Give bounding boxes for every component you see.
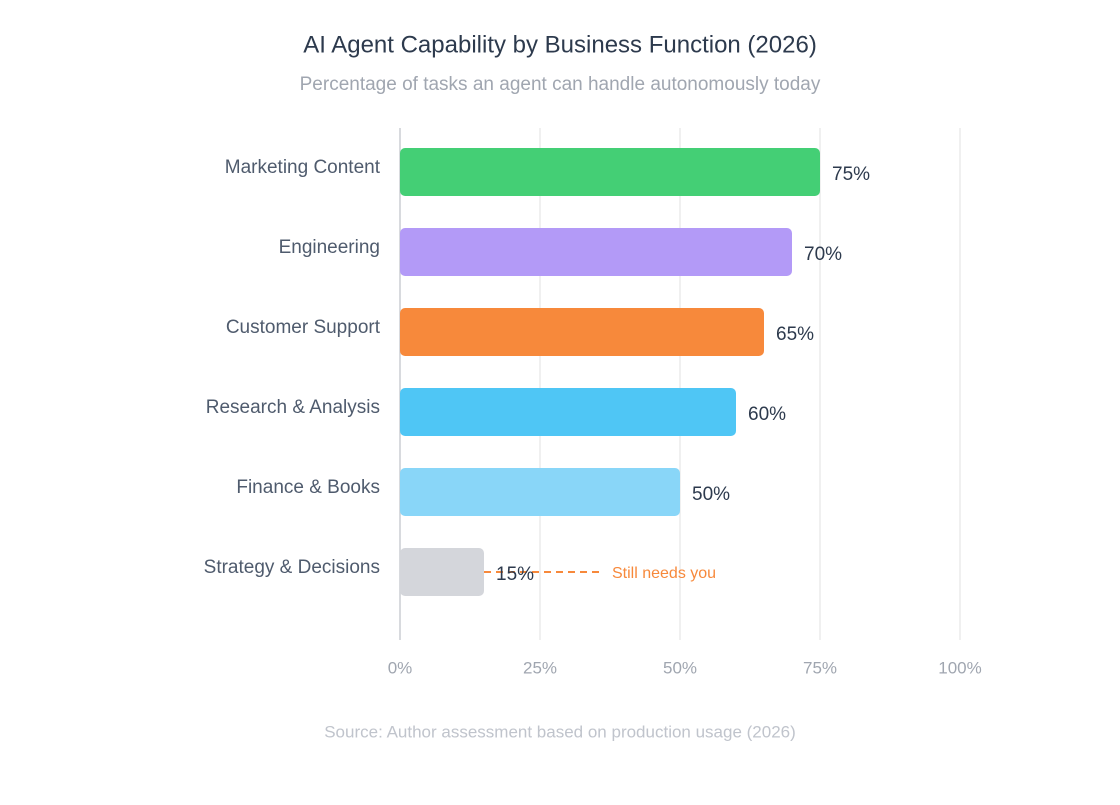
- value-label: 65%: [776, 324, 814, 345]
- annotation: Still needs you: [612, 565, 716, 582]
- source-note: Source: Author assessment based on produ…: [324, 722, 796, 741]
- value-label: 75%: [832, 164, 870, 185]
- y-tick-label: Customer Support: [226, 317, 381, 338]
- value-label: 60%: [748, 404, 786, 425]
- y-tick-label: Engineering: [279, 237, 380, 258]
- y-tick-label: Finance & Books: [236, 477, 380, 498]
- bar: [400, 308, 764, 356]
- bar: [400, 468, 680, 516]
- x-tick-label: 0%: [388, 658, 413, 677]
- chart-title: AI Agent Capability by Business Function…: [303, 31, 817, 58]
- y-tick-label: Research & Analysis: [206, 397, 380, 418]
- value-label: 70%: [804, 244, 842, 265]
- y-tick-label: Strategy & Decisions: [204, 557, 380, 578]
- bar: [400, 148, 820, 196]
- x-tick-label: 50%: [663, 658, 697, 677]
- bar: [400, 548, 484, 596]
- y-tick-label: Marketing Content: [225, 157, 381, 178]
- bar: [400, 388, 736, 436]
- x-tick-label: 100%: [938, 658, 981, 677]
- value-label: 50%: [692, 484, 730, 505]
- bar: [400, 228, 792, 276]
- chart-subtitle: Percentage of tasks an agent can handle …: [300, 74, 821, 95]
- x-tick-label: 75%: [803, 658, 837, 677]
- x-tick-label: 25%: [523, 658, 557, 677]
- value-label: 15%: [496, 564, 534, 585]
